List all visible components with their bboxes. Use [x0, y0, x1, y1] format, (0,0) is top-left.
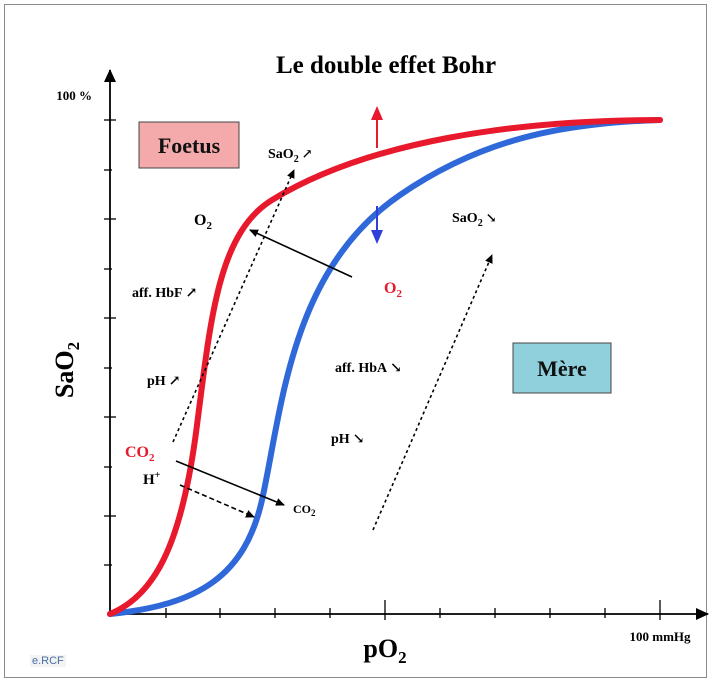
fetus-label: Foetus [158, 133, 221, 158]
ph-maternal-label: pH ↘ [331, 432, 364, 447]
fetal-curve [107, 117, 663, 617]
down-arrow-icon [371, 206, 383, 244]
co2-maternal-label: CO2 [293, 502, 316, 518]
up-arrow-icon [371, 106, 383, 148]
maternal-curve [107, 117, 663, 617]
x-axis-ticks [165, 600, 661, 620]
chart-title: Le double effet Bohr [276, 52, 496, 79]
y-axis-label: SaO2 [50, 342, 83, 398]
maternal-dotted-arrow [372, 254, 493, 531]
aff-hba-label: aff. HbA ↘ [335, 361, 402, 376]
o2-fetal-label: O2 [194, 212, 212, 232]
o2-transfer-arrow [249, 229, 353, 278]
co2-fetal-label: CO2 [125, 444, 155, 464]
y-axis-ticks [104, 119, 116, 566]
o2-maternal-label: O2 [384, 280, 402, 300]
x-axis-label: pO2 [363, 634, 406, 667]
hplus-transfer-arrow [179, 484, 255, 518]
ph-fetal-label: pH ↗ [147, 374, 180, 389]
sao2-decrease-label: SaO2 ↘ [452, 210, 497, 229]
fetus-box: Foetus [138, 121, 240, 169]
aff-hbf-label: aff. HbF ↗ [132, 286, 197, 301]
hplus-label: H+ [143, 470, 161, 488]
credit-label: e.RCF [30, 655, 66, 667]
sao2-increase-label: SaO2 ↗ [268, 146, 313, 165]
mother-box: Mère [512, 342, 612, 394]
co2-transfer-arrow [175, 460, 285, 506]
figure-frame [4, 4, 707, 678]
x-max-label: 100 mmHg [629, 629, 691, 644]
y-max-label: 100 % [56, 88, 92, 103]
mother-label: Mère [537, 356, 587, 381]
fetal-dotted-arrow [172, 169, 295, 443]
